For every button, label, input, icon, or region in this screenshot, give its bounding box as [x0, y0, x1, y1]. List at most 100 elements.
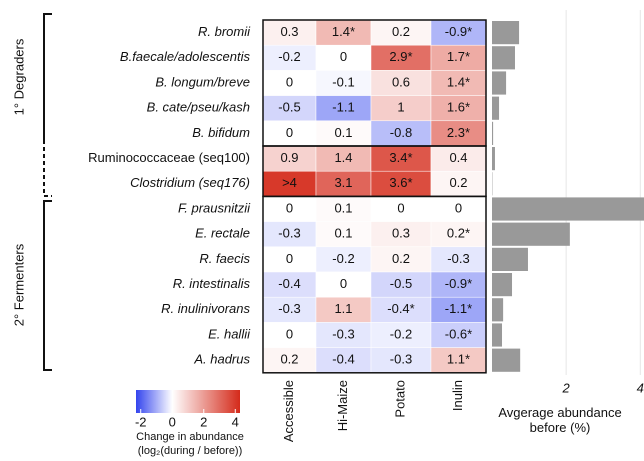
heat-cell [315, 44, 372, 71]
cell-label: -0.4 [332, 352, 354, 367]
heat-cell [430, 44, 487, 71]
row-label: B. cate/pseu/kash [147, 100, 250, 115]
heat-cell [430, 19, 487, 46]
heat-cell [370, 120, 432, 147]
cell-label: -0.5 [278, 100, 300, 115]
heat-cell [262, 196, 317, 222]
column-label: Accessible [281, 380, 296, 442]
bar [492, 21, 520, 45]
group-brackets [43, 13, 52, 371]
heat-cell [315, 120, 372, 147]
cell-label: -0.6* [445, 326, 472, 341]
cell-label: -0.3 [332, 326, 354, 341]
bar [492, 247, 528, 271]
heat-cell [370, 246, 432, 273]
cell-label: 3.1 [334, 175, 352, 190]
x-axis-label: Avgerage abundance before (%) [498, 405, 622, 435]
heat-cell [262, 296, 317, 323]
heat-cell [370, 145, 432, 172]
heat-cell [370, 271, 432, 298]
cell-label: 0 [340, 49, 347, 64]
bracket [43, 13, 52, 140]
heat-cell [370, 296, 432, 323]
row-label: B. longum/breve [155, 74, 250, 89]
cell-label: -0.3 [390, 352, 412, 367]
cell-label: 0 [455, 200, 462, 215]
cell-label: 0.6 [392, 74, 410, 89]
heat-cell [315, 19, 372, 46]
cell-label: 0.3 [280, 24, 298, 39]
cell-label: 1 [397, 100, 404, 115]
heat-cell [370, 170, 432, 197]
heat-cell [430, 221, 487, 248]
heat-cell [370, 221, 432, 248]
row-label: R. bromii [198, 24, 251, 39]
cell-label: 0.9 [280, 150, 298, 165]
bar [492, 348, 521, 372]
cell-label: >4 [282, 175, 297, 190]
heat-cell [315, 246, 372, 273]
heat-cell [262, 322, 317, 348]
cell-label: -0.3 [278, 226, 300, 241]
heat-cell [430, 170, 487, 197]
heat-cell [315, 95, 372, 122]
row-label: B.faecale/adolescentis [120, 49, 251, 64]
bar [492, 298, 504, 322]
bar [492, 46, 515, 70]
cell-label: -0.3 [447, 251, 469, 266]
bar [492, 222, 570, 246]
cell-label: -0.2 [278, 49, 300, 64]
heat-cell [262, 170, 317, 197]
cell-label: 1.7* [447, 49, 470, 64]
cell-label: -0.5 [390, 276, 412, 291]
row-label: F. prausnitzii [178, 200, 251, 215]
cell-label: -0.9* [445, 276, 472, 291]
column-label: Inulin [450, 380, 465, 411]
bar [492, 147, 495, 171]
heat-cell [430, 246, 487, 273]
group-label: 2° Fermenters [11, 243, 26, 326]
cell-label: 0.1 [334, 226, 352, 241]
cell-label: 0 [286, 125, 293, 140]
bar [492, 71, 507, 95]
cell-label: 3.4* [389, 150, 412, 165]
cell-label: -1.1 [332, 100, 354, 115]
bar [492, 96, 500, 120]
heat-cell [262, 19, 317, 46]
colorbar-tick-label: 4 [232, 414, 239, 429]
cell-label: 0.4 [449, 150, 467, 165]
bar [492, 121, 494, 145]
row-label: R. faecis [199, 251, 250, 266]
cell-label: -0.4* [387, 301, 414, 316]
cell-label: 0 [397, 200, 404, 215]
heat-cell [430, 95, 487, 122]
row-label: B. bifidum [192, 125, 250, 140]
cell-label: 1.4* [332, 24, 355, 39]
heat-cell [315, 322, 372, 348]
group-label: 1° Degraders [11, 38, 26, 115]
bracket [43, 140, 52, 197]
heat-cell [315, 347, 372, 374]
heat-cell [370, 347, 432, 374]
cell-label: -0.1 [332, 74, 354, 89]
cell-label: -0.9* [445, 24, 472, 39]
cell-label: 0.2 [392, 24, 410, 39]
colorbar [136, 390, 240, 413]
heat-cell [315, 296, 372, 323]
heat-cell [430, 347, 487, 374]
row-label: R. intestinalis [173, 276, 251, 291]
bar [492, 323, 503, 347]
heat-cell [430, 296, 487, 323]
cell-label: 0 [286, 74, 293, 89]
cell-label: 0 [286, 326, 293, 341]
cell-label: 1.4 [334, 150, 352, 165]
cell-label: 1.1* [447, 352, 470, 367]
cell-label: 0 [340, 276, 347, 291]
heat-cell [315, 70, 372, 96]
cell-label: 1.4* [447, 74, 470, 89]
colorbar-tick-label: 2 [200, 414, 207, 429]
colorbar-tick-label: -2 [135, 414, 147, 429]
cell-label: 0.1 [334, 200, 352, 215]
